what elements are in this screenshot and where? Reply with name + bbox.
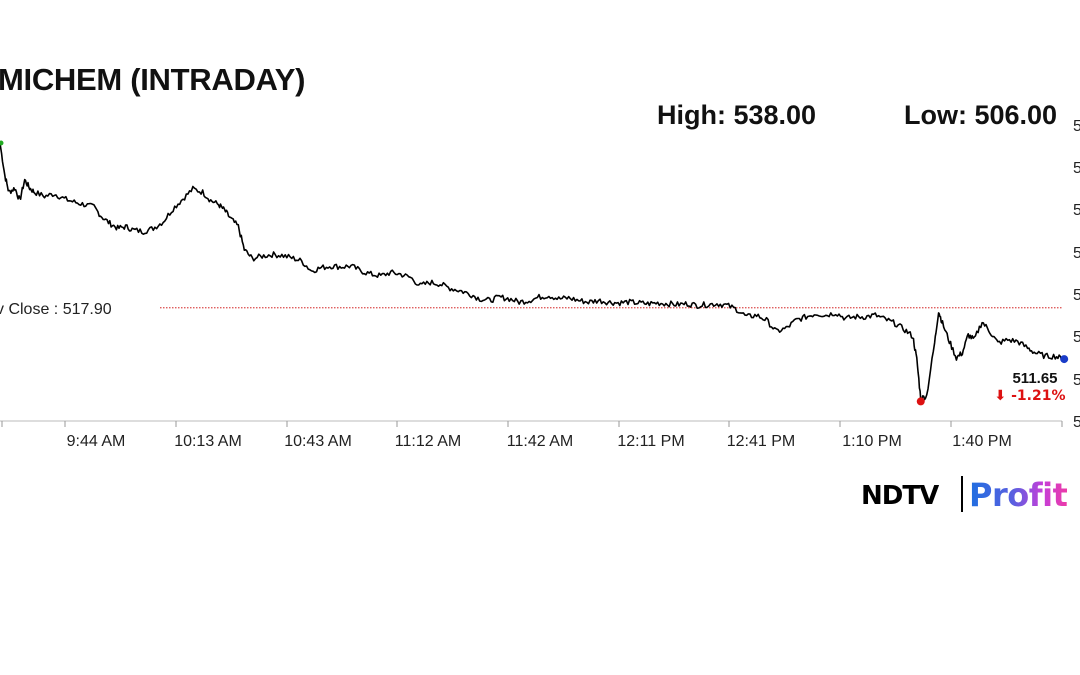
y-tick-label: 5 [1073, 329, 1080, 346]
y-tick-label: 5 [1073, 414, 1080, 431]
y-tick-label: 5 [1073, 118, 1080, 135]
x-tick-label: 9:44 AM [67, 433, 126, 450]
price-line [0, 142, 1064, 402]
logo-divider [961, 476, 963, 512]
prev-close-label: v Close : 517.90 [0, 301, 112, 318]
x-tick-label: 11:42 AM [507, 433, 573, 450]
x-tick-label: 12:41 PM [727, 433, 795, 450]
x-tick-label: 1:10 PM [842, 433, 902, 450]
low-value: Low: 506.00 [904, 100, 1058, 130]
y-tick-label: 5 [1073, 372, 1080, 389]
y-tick-label: 5 [1073, 160, 1080, 177]
high-value: High: 538.00 [657, 100, 817, 130]
x-tick-label: 12:11 PM [617, 433, 684, 450]
x-tick-label: 10:13 AM [174, 433, 242, 450]
x-tick-label: 10:43 AM [284, 433, 352, 450]
last-price-marker [1060, 355, 1069, 364]
change-label: ⬇ -1.21% [995, 388, 1066, 404]
chart-title: MICHEM (INTRADAY) [0, 62, 306, 97]
high-marker [0, 140, 4, 146]
y-tick-label: 5 [1073, 287, 1080, 304]
last-price-label: 511.65 [1012, 370, 1057, 387]
logo-ndtv-text: NDTV [861, 481, 939, 511]
x-tick-label: 11:12 AM [395, 433, 461, 450]
y-tick-label: 5 [1073, 245, 1080, 262]
x-tick-label: 1:40 PM [952, 433, 1012, 450]
low-marker [916, 397, 925, 406]
y-tick-label: 5 [1073, 202, 1080, 219]
logo-profit-text: Profit [969, 476, 1068, 514]
